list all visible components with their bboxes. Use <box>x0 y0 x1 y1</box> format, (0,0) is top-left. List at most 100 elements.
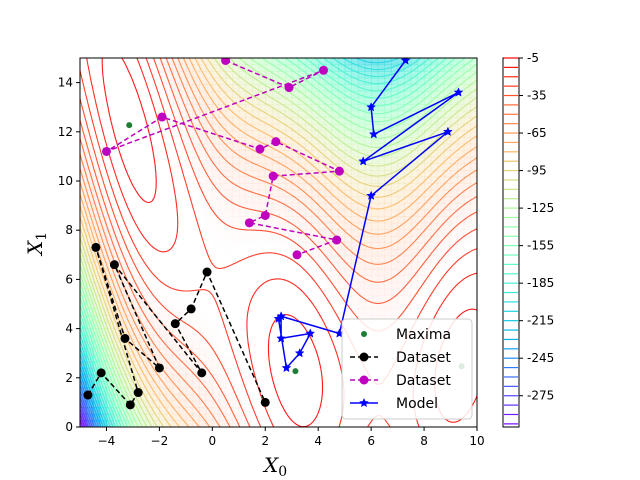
x-tick-label: 8 <box>420 434 428 448</box>
colorbar-frame <box>502 57 520 428</box>
star-point <box>305 328 316 338</box>
contour-level <box>80 58 422 427</box>
x-tick-label: −4 <box>98 434 116 448</box>
y-tick-label: 2 <box>65 371 73 385</box>
x-tick-label: 6 <box>367 434 375 448</box>
y-tick-label: 12 <box>58 125 73 139</box>
plot-area <box>79 57 478 428</box>
contour-level <box>80 58 477 427</box>
data-point <box>170 319 180 329</box>
svg-text:X0: X0 <box>262 453 287 480</box>
data-point <box>126 122 133 129</box>
star-point <box>400 58 411 65</box>
data-point <box>318 65 328 75</box>
contour-level <box>80 402 89 427</box>
y-tick-label: 10 <box>58 174 73 188</box>
legend-label: Model <box>396 396 438 412</box>
star-point <box>358 156 369 166</box>
data-point <box>157 112 167 122</box>
data-point <box>133 388 143 398</box>
legend-entry: Maxima <box>361 327 451 343</box>
contour-level <box>80 58 477 427</box>
x-tick-label: −2 <box>151 434 169 448</box>
data-point <box>255 144 265 154</box>
colorbar-ticks: -5 -35 -65 -95 -125 -155 -185 -215 -245 -275 <box>519 51 554 403</box>
x-tick-label: 10 <box>469 434 484 448</box>
star-point <box>281 362 292 373</box>
star-point <box>294 348 305 358</box>
x-tick-label: 0 <box>209 434 217 448</box>
star-point <box>368 129 379 139</box>
colorbar: -5 -35 -65 -95 -125 -155 -185 -215 -245 -275 <box>502 51 554 428</box>
data-point <box>109 260 119 270</box>
data-point <box>271 137 281 147</box>
contour-level <box>80 58 431 427</box>
data-point <box>221 58 231 65</box>
contour-level <box>80 58 477 427</box>
contour-level <box>80 58 477 427</box>
series-layer <box>83 58 465 410</box>
contour-level <box>80 353 107 427</box>
colorbar-tick-label: -125 <box>527 201 554 215</box>
colorbar-tick-label: -155 <box>527 239 554 253</box>
contour-level <box>80 396 91 427</box>
series-line <box>277 60 459 370</box>
star-point <box>366 190 377 200</box>
legend-label: Dataset <box>396 373 451 389</box>
x-tick-label: 4 <box>314 434 322 448</box>
colorbar-tick-label: -245 <box>527 351 554 365</box>
contour-level <box>80 413 86 427</box>
data-point <box>154 363 164 373</box>
contour-level <box>80 58 477 427</box>
star-point <box>442 126 453 136</box>
data-point <box>197 368 207 378</box>
legend-entry: Dataset <box>350 350 451 366</box>
data-point <box>101 146 111 156</box>
data-point <box>332 235 342 245</box>
svg-text:X1: X1 <box>23 232 50 257</box>
colorbar-tick-label: -65 <box>527 126 547 140</box>
contour-level <box>80 58 466 427</box>
contour-level <box>80 419 84 427</box>
legend-marker <box>359 375 369 385</box>
data-point <box>125 400 135 410</box>
plot-frame <box>79 57 478 428</box>
contour-level <box>80 58 477 427</box>
y-axis: 0 2 4 6 8 10 12 14 <box>58 76 80 434</box>
legend-label: Dataset <box>396 350 451 366</box>
star-point <box>366 102 377 112</box>
y-tick-label: 0 <box>65 420 73 434</box>
y-tick-label: 6 <box>65 272 73 286</box>
series-2 <box>101 58 344 260</box>
data-point <box>292 250 302 260</box>
data-point <box>83 390 93 400</box>
legend-label: Maxima <box>396 327 451 343</box>
star-point <box>276 333 287 343</box>
data-point <box>120 333 130 343</box>
data-point <box>334 166 344 176</box>
colorbar-tick-label: -5 <box>527 51 539 65</box>
data-point <box>186 304 196 314</box>
colorbar-tick-label: -95 <box>527 164 547 178</box>
data-point <box>292 368 299 375</box>
data-point <box>244 218 254 228</box>
legend-box <box>341 318 473 420</box>
colorbar-tick-label: -185 <box>527 276 554 290</box>
y-axis-label: X1 <box>23 232 50 257</box>
data-point <box>260 397 270 407</box>
star-point <box>273 313 284 323</box>
contour-level <box>80 58 476 427</box>
x-axis-label: X0 <box>262 453 287 480</box>
data-point <box>96 368 106 378</box>
contour-level <box>80 385 96 427</box>
contour-level <box>80 408 87 427</box>
y-tick-label: 14 <box>58 76 73 90</box>
legend: Maxima Dataset Dataset Model <box>341 318 473 420</box>
y-tick-label: 8 <box>65 223 73 237</box>
data-point <box>268 171 278 181</box>
contour-level <box>80 390 93 427</box>
star-point <box>453 87 464 97</box>
x-axis: −4 −2 0 2 4 6 8 10 <box>98 427 485 448</box>
series-3 <box>273 58 464 373</box>
